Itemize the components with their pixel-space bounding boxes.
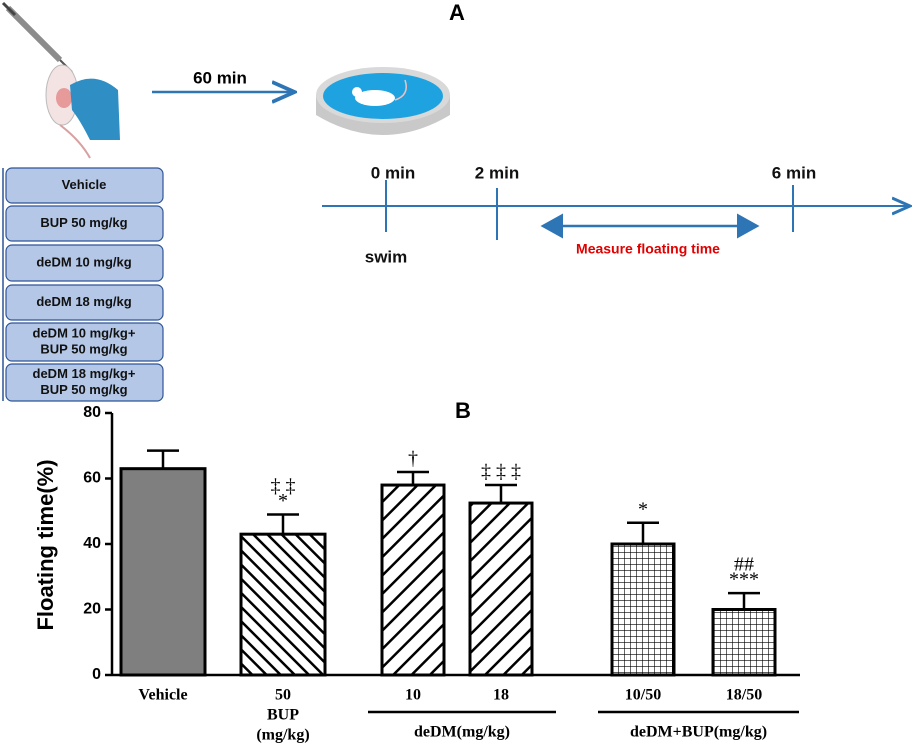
group-box [5, 284, 164, 321]
start-label: swim [365, 247, 408, 266]
x-tick-label: Vehicle [138, 687, 187, 704]
y-tick-label: 20 [83, 601, 101, 618]
group-box [5, 205, 164, 242]
bar [610, 542, 676, 677]
panel-label: A [449, 0, 465, 25]
delay-label: 60 min [193, 68, 247, 87]
significance-mark: ## [734, 554, 754, 576]
bar [119, 467, 207, 677]
time-label: 2 min [475, 163, 519, 182]
group-label: deDM(mg/kg) [414, 724, 510, 741]
x-tick-label: 10/50 [625, 687, 661, 704]
group-label: deDM 10 mg/kg [36, 254, 131, 269]
injection-illustration [1, 1, 120, 159]
bar [468, 501, 534, 677]
significance-mark: * [638, 498, 648, 520]
significance-mark: * [278, 490, 288, 512]
group-label: deDM 10 mg/kg+ [33, 325, 136, 340]
group-box [5, 322, 164, 362]
group-box [5, 244, 164, 282]
group-label: BUP 50 mg/kg [40, 382, 127, 397]
swim-dish [316, 67, 450, 135]
y-tick-label: 80 [83, 404, 101, 421]
bar [239, 532, 327, 677]
significance-mark: ‡ ‡ ‡ [481, 461, 521, 483]
x-tick-label: 10 [405, 687, 421, 704]
group-label: BUP 50 mg/kg [40, 341, 127, 356]
x-tick-label: 18 [493, 687, 509, 704]
y-tick-label: 0 [92, 666, 101, 683]
group-box [5, 167, 164, 204]
y-tick-label: 40 [83, 535, 101, 552]
group-box [5, 363, 164, 402]
group-label: BUP 50 mg/kg [40, 215, 127, 230]
time-label: 6 min [772, 163, 816, 182]
time-label: 0 min [371, 163, 415, 182]
x-tick-label: 18/50 [726, 687, 762, 704]
x-tick-label: 50 [275, 687, 291, 704]
group-label: deDM 18 mg/kg+ [33, 366, 136, 381]
significance-mark: ‡ ‡ [271, 475, 296, 497]
group-label: BUP [267, 707, 299, 724]
significance-mark: † [408, 448, 418, 470]
y-axis-label: Floating time(%) [33, 459, 58, 630]
bar [711, 608, 777, 677]
group-label: deDM+BUP(mg/kg) [630, 724, 767, 741]
group-label: Vehicle [62, 177, 107, 192]
significance-mark: *** [729, 569, 759, 591]
bar [380, 483, 446, 677]
chart-title: B [455, 398, 471, 423]
y-tick-label: 60 [83, 470, 101, 487]
group-label: deDM 18 mg/kg [36, 294, 131, 309]
group-label: (mg/kg) [256, 727, 309, 744]
measure-label: Measure floating time [576, 241, 720, 257]
